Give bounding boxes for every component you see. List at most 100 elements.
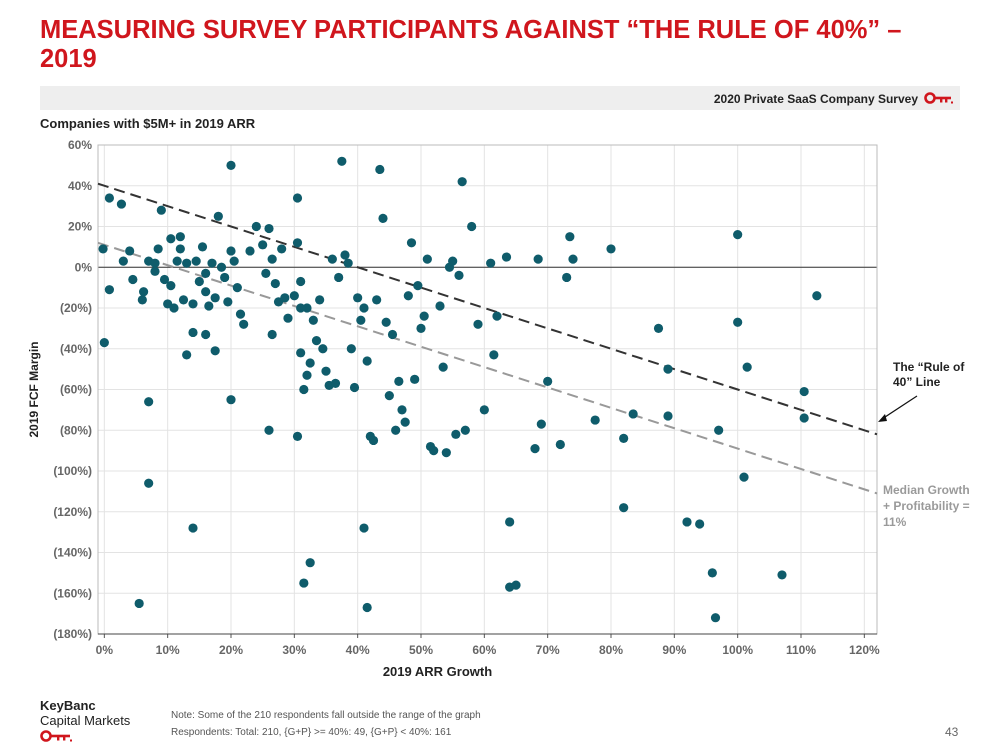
median-line [97, 241, 878, 495]
survey-banner: 2020 Private SaaS Company Survey [40, 86, 960, 110]
data-point [223, 297, 233, 307]
x-tick-label: 50% [409, 643, 433, 657]
data-point [239, 319, 249, 329]
data-point [438, 362, 448, 372]
data-point [568, 254, 578, 264]
y-tick-label: 0% [75, 260, 93, 274]
data-point [150, 258, 160, 268]
data-point [492, 311, 502, 321]
survey-label: 2020 Private SaaS Company Survey [713, 92, 918, 106]
data-point [292, 431, 303, 441]
x-tick-label: 120% [849, 643, 880, 657]
data-point [232, 283, 242, 293]
y-tick-label: 20% [68, 220, 92, 234]
data-point [116, 199, 127, 209]
x-tick-label: 70% [536, 643, 560, 657]
data-point [334, 272, 344, 283]
key-icon [924, 92, 953, 104]
y-tick-label: (180%) [53, 627, 92, 641]
data-point [359, 523, 369, 533]
data-point [144, 478, 154, 488]
data-point [178, 295, 189, 305]
data-point [695, 519, 705, 529]
data-point [406, 238, 417, 248]
data-point [663, 364, 673, 374]
data-point [682, 517, 692, 527]
data-point [318, 344, 328, 354]
data-point [536, 419, 546, 429]
x-tick-label: 10% [156, 643, 180, 657]
chart-subtitle: Companies with $5M+ in 2019 ARR [40, 116, 256, 131]
data-point [422, 254, 432, 264]
data-point [204, 301, 214, 311]
data-point [653, 323, 664, 333]
data-point [169, 303, 179, 313]
data-point [197, 242, 208, 252]
data-point [104, 285, 114, 295]
data-point [479, 405, 489, 415]
y-tick-label: (140%) [53, 546, 92, 560]
data-point [226, 246, 236, 256]
y-tick-label: 40% [68, 179, 92, 193]
data-point [207, 258, 217, 268]
y-tick-label: (40%) [60, 342, 92, 356]
data-point [391, 425, 401, 435]
footnote: Note: Some of the 210 respondents fall o… [171, 710, 481, 721]
data-point [628, 409, 638, 419]
data-point [349, 382, 360, 393]
rule-of-40-label: The “Rule of 40” Line [893, 360, 965, 389]
data-point [98, 244, 108, 254]
rule-of-40-line [97, 182, 878, 436]
data-point [296, 276, 306, 287]
y-tick-label: (160%) [53, 586, 92, 600]
data-point [125, 246, 135, 256]
data-point [486, 258, 496, 268]
data-point [619, 503, 629, 513]
page-title: MEASURING SURVEY PARTICIPANTS AGAINST “T… [40, 16, 902, 73]
data-point [258, 240, 268, 250]
x-axis-label: 2019 ARR Growth [383, 664, 492, 679]
data-point [397, 405, 407, 415]
axis-layer: 0% 10% 20% 30% 40% 50% 60% 70% 80% 90% 100% 110% 120… [27, 138, 880, 679]
data-point [182, 258, 192, 268]
data-point [410, 374, 420, 384]
data-point [375, 164, 385, 175]
data-point [799, 386, 809, 397]
y-tick-label: (20%) [60, 301, 92, 315]
data-point [710, 613, 721, 623]
data-point [501, 252, 512, 262]
data-point [289, 291, 299, 301]
data-point [565, 232, 575, 242]
y-axis-label: 2019 FCF Margin [27, 341, 41, 437]
data-point [311, 336, 322, 346]
y-tick-label: (100%) [53, 464, 92, 478]
data-point [280, 293, 290, 303]
data-point [777, 570, 787, 580]
data-point [172, 256, 182, 266]
data-point [489, 350, 499, 360]
data-point [182, 350, 192, 360]
data-point [387, 329, 398, 340]
data-point [245, 246, 255, 256]
data-point [457, 177, 467, 187]
data-point [812, 291, 822, 301]
data-point [251, 221, 261, 232]
page-number: 43 [945, 725, 959, 739]
data-point [337, 156, 347, 166]
data-point [201, 268, 211, 278]
data-points [98, 156, 822, 623]
data-point [739, 472, 749, 482]
data-point [210, 346, 220, 356]
data-point [359, 303, 369, 313]
brand-subname: Capital Markets [40, 713, 131, 728]
data-point [299, 384, 309, 395]
data-point [543, 376, 553, 386]
data-point [210, 293, 220, 303]
data-point [137, 295, 147, 305]
x-tick-label: 30% [282, 643, 306, 657]
data-point [191, 256, 201, 266]
y-tick-label: (80%) [60, 423, 92, 437]
respondents-note: Respondents: Total: 210, {G+P} >= 40%: 4… [171, 727, 452, 738]
data-point [128, 274, 138, 285]
data-point [368, 435, 379, 446]
